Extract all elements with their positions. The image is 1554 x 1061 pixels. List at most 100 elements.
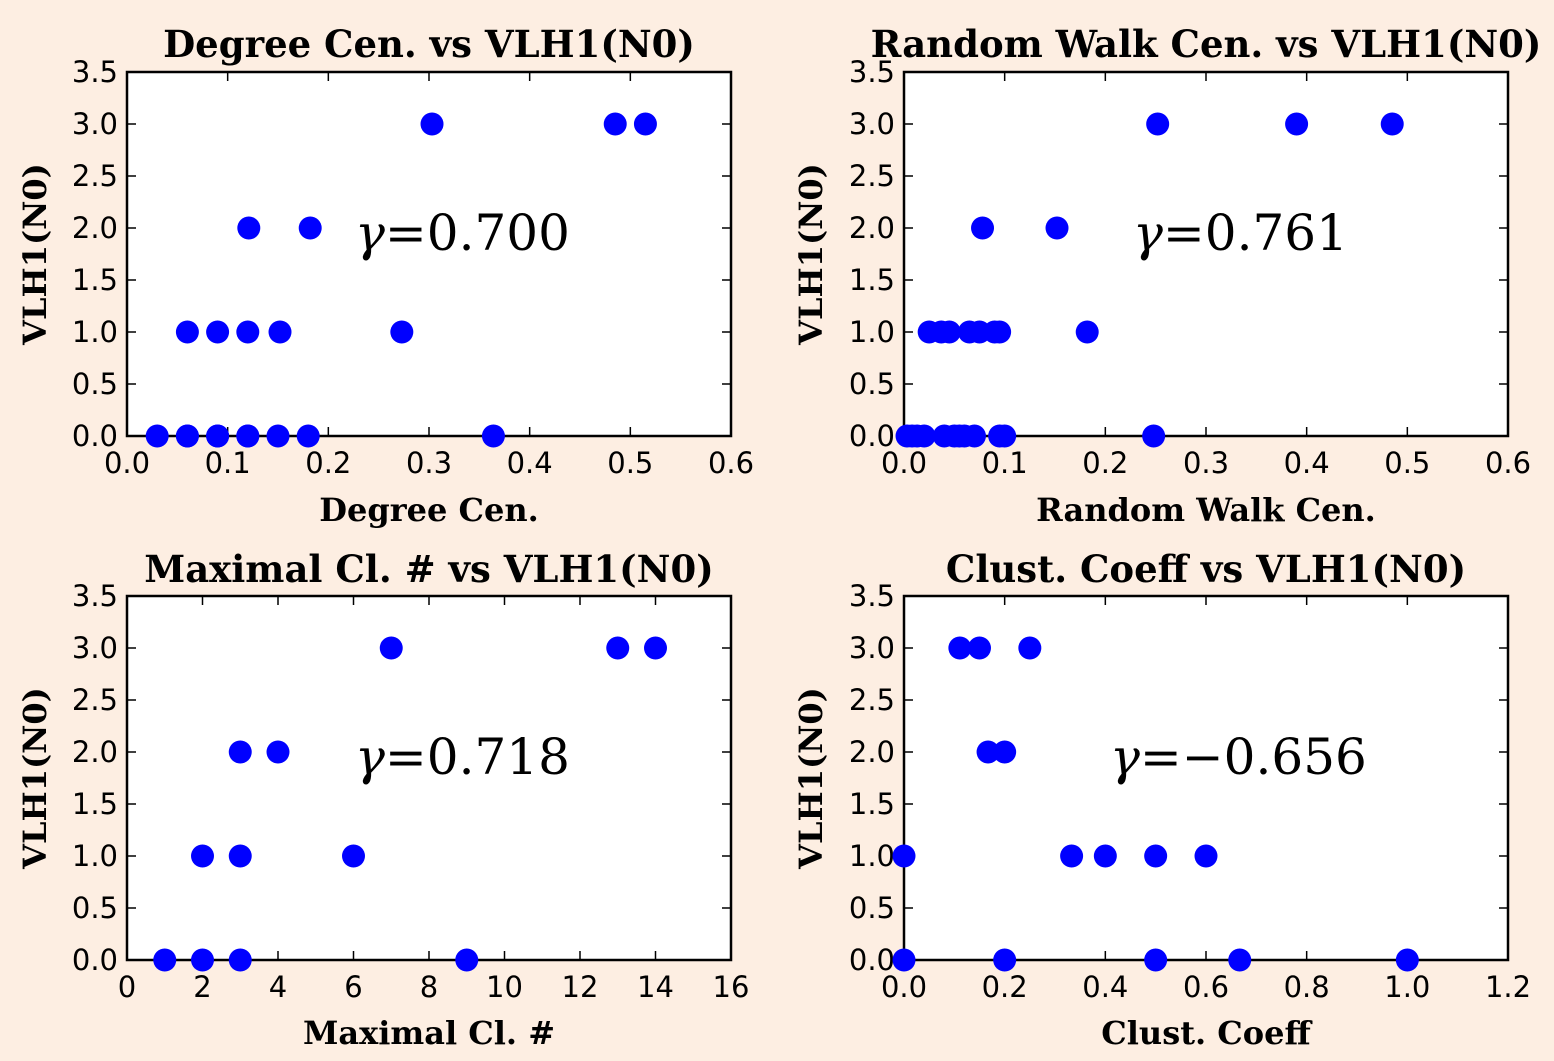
data-point bbox=[892, 844, 916, 868]
data-point bbox=[606, 636, 630, 660]
y-tick-label: 3.0 bbox=[849, 631, 895, 665]
data-point bbox=[236, 320, 260, 344]
y-tick-label: 3.0 bbox=[72, 631, 118, 665]
x-tick-label: 14 bbox=[637, 970, 674, 1004]
data-point bbox=[191, 844, 214, 868]
y-tick-label: 0.5 bbox=[849, 367, 895, 401]
chart-panel-3: 0.0 0.5 1.0 1.5 2.0 2.5 3.0 3.5 0 2 4 6 8 10 12 14 16 Max… bbox=[16, 547, 749, 1052]
data-point bbox=[191, 948, 214, 972]
data-point bbox=[993, 740, 1017, 764]
data-point bbox=[988, 320, 1012, 344]
data-point bbox=[993, 424, 1017, 448]
data-point bbox=[1228, 948, 1252, 972]
correlation-annotation: γ=−0.656 bbox=[1110, 728, 1367, 786]
y-tick-label: 3.0 bbox=[72, 107, 118, 141]
chart-title: Degree Cen. vs VLH1(N0) bbox=[163, 22, 695, 66]
y-tick-label: 2.5 bbox=[72, 683, 118, 717]
data-point bbox=[1395, 948, 1419, 972]
y-axis-label: VLH1(N0) bbox=[16, 163, 54, 346]
data-point bbox=[236, 424, 260, 448]
x-tick-label: 0.0 bbox=[881, 446, 927, 480]
correlation-value: =0.718 bbox=[385, 728, 570, 786]
data-point bbox=[962, 424, 986, 448]
x-axis-label: Random Walk Cen. bbox=[1036, 491, 1376, 529]
gamma-symbol: γ bbox=[355, 204, 385, 262]
y-tick-label: 1.5 bbox=[849, 787, 895, 821]
x-tick-label: 6 bbox=[344, 970, 362, 1004]
y-tick-label: 3.5 bbox=[72, 579, 118, 613]
data-point bbox=[206, 320, 230, 344]
x-tick-label: 2 bbox=[193, 970, 211, 1004]
x-tick-label: 1.0 bbox=[1384, 970, 1430, 1004]
x-tick-label: 4 bbox=[269, 970, 287, 1004]
correlation-annotation: γ=0.761 bbox=[1133, 204, 1348, 262]
y-tick-label: 2.5 bbox=[849, 159, 895, 193]
gamma-symbol: γ bbox=[1110, 728, 1140, 786]
y-tick-label: 0.0 bbox=[849, 943, 895, 977]
y-tick-label: 3.5 bbox=[849, 579, 895, 613]
data-point bbox=[268, 320, 292, 344]
y-tick-label: 0.5 bbox=[72, 891, 118, 925]
gamma-symbol: γ bbox=[1133, 204, 1163, 262]
x-tick-label: 0.6 bbox=[1183, 970, 1229, 1004]
plot-area bbox=[902, 594, 1510, 962]
chart-panel-2: 0.0 0.5 1.0 1.5 2.0 2.5 3.0 3.5 0.0 0.1 0.2 0.3 0.4 0… bbox=[792, 22, 1541, 529]
y-tick-label: 1.0 bbox=[72, 315, 118, 349]
gamma-symbol: γ bbox=[355, 728, 385, 786]
x-tick-label: 0.2 bbox=[1082, 446, 1128, 480]
data-point bbox=[145, 424, 169, 448]
correlation-value: =−0.656 bbox=[1140, 728, 1367, 786]
x-tick-label: 0.5 bbox=[607, 446, 653, 480]
data-point bbox=[603, 112, 627, 136]
y-tick-label: 1.5 bbox=[72, 263, 118, 297]
data-point bbox=[266, 740, 290, 764]
data-point bbox=[976, 740, 1000, 764]
data-point bbox=[948, 636, 972, 660]
data-point bbox=[1144, 844, 1168, 868]
data-point bbox=[1194, 844, 1218, 868]
correlation-value: =0.761 bbox=[1163, 204, 1348, 262]
y-tick-label: 0.5 bbox=[849, 891, 895, 925]
x-tick-label: 0.4 bbox=[1082, 970, 1128, 1004]
data-point bbox=[228, 948, 252, 972]
chart-title: Clust. Coeff vs VLH1(N0) bbox=[946, 547, 1466, 591]
x-axis-label: Degree Cen. bbox=[319, 491, 538, 529]
chart-panel-4: 0.0 0.5 1.0 1.5 2.0 2.5 3.0 3.5 0.0 0.2 0.4 0.6 0.8 1… bbox=[792, 547, 1531, 1052]
correlation-annotation: γ=0.700 bbox=[355, 204, 570, 262]
x-tick-label: 0.4 bbox=[1284, 446, 1330, 480]
x-tick-label: 1.2 bbox=[1485, 970, 1531, 1004]
data-point bbox=[420, 112, 444, 136]
x-tick-label: 0.5 bbox=[1384, 446, 1430, 480]
x-tick-label: 0.8 bbox=[1284, 970, 1330, 1004]
chart-title: Random Walk Cen. vs VLH1(N0) bbox=[871, 22, 1542, 66]
data-point bbox=[644, 636, 667, 660]
data-point bbox=[153, 948, 177, 972]
data-point bbox=[379, 636, 403, 660]
y-tick-label: 1.0 bbox=[849, 839, 895, 873]
data-point bbox=[342, 844, 365, 868]
x-tick-label: 0.2 bbox=[982, 970, 1028, 1004]
data-point bbox=[296, 424, 320, 448]
x-tick-label: 0.4 bbox=[507, 446, 553, 480]
data-point bbox=[206, 424, 230, 448]
data-point bbox=[1075, 320, 1099, 344]
x-tick-label: 0.3 bbox=[406, 446, 452, 480]
data-point bbox=[228, 740, 252, 764]
y-tick-label: 2.0 bbox=[72, 211, 118, 245]
y-tick-label: 0.0 bbox=[72, 419, 118, 453]
data-point bbox=[1380, 112, 1404, 136]
data-point bbox=[1018, 636, 1042, 660]
data-point bbox=[266, 424, 290, 448]
y-tick-label: 3.5 bbox=[849, 55, 895, 89]
y-tick-label: 3.0 bbox=[849, 107, 895, 141]
plot-area bbox=[902, 70, 1510, 438]
y-tick-label: 1.0 bbox=[849, 315, 895, 349]
data-point bbox=[1093, 844, 1117, 868]
x-tick-label: 0.6 bbox=[708, 446, 754, 480]
y-axis-label: VLH1(N0) bbox=[16, 687, 54, 870]
x-tick-label: 0.2 bbox=[305, 446, 351, 480]
y-tick-label: 1.5 bbox=[72, 787, 118, 821]
data-point bbox=[1045, 216, 1069, 240]
chart-panel-1: 0.0 0.5 1.0 1.5 2.0 2.5 3.0 3.5 0.0 0.1 0.2 0.3 0.4 0… bbox=[16, 22, 754, 529]
y-tick-label: 2.5 bbox=[849, 683, 895, 717]
